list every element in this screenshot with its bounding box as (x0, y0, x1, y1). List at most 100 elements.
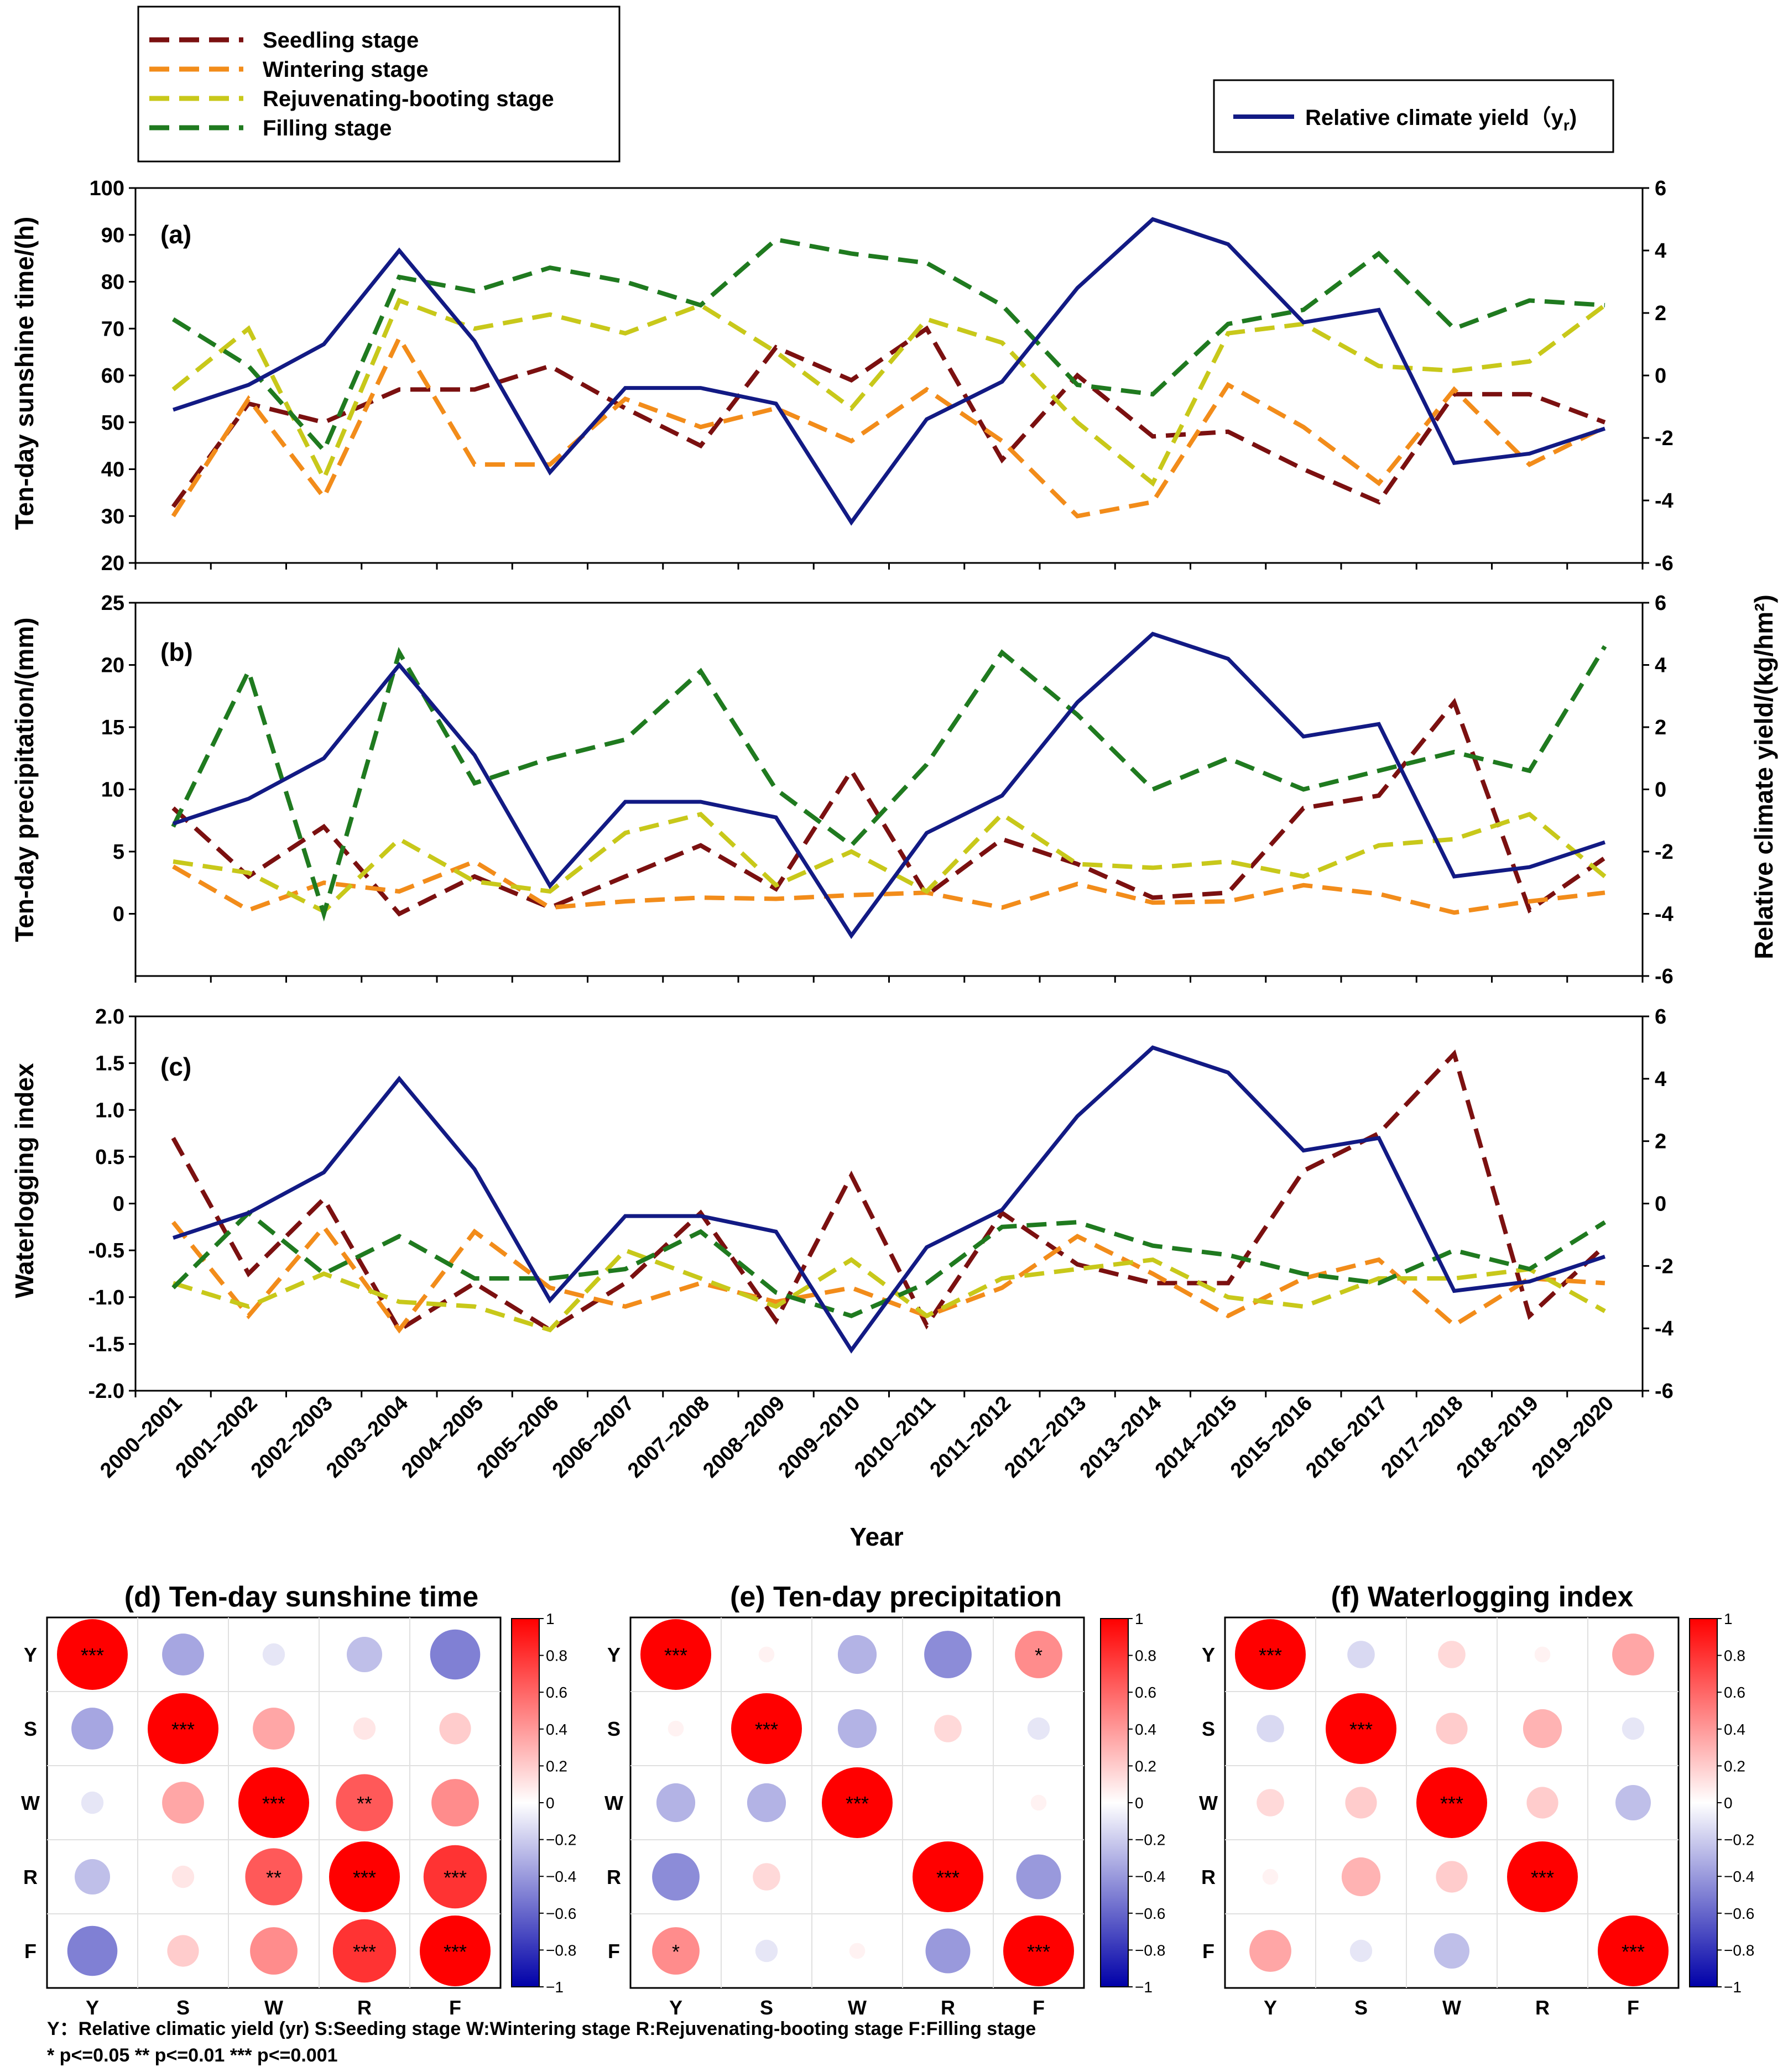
corr-row-label: R (607, 1866, 621, 1888)
corr-circle (71, 1708, 113, 1750)
corr-col-label: W (264, 1996, 283, 2019)
colorbar-tick-label: −0.8 (1724, 1941, 1754, 1959)
corr-circle (1347, 1641, 1375, 1668)
corr-significance: ** (266, 1866, 282, 1889)
corr-row-label: W (1199, 1792, 1218, 1814)
corr-circle (652, 1853, 700, 1901)
corr-col-label: Y (669, 1996, 682, 2019)
colorbar-tick-label: 0.8 (1135, 1647, 1156, 1664)
corr-circle (75, 1859, 110, 1894)
corr-circle (1436, 1713, 1468, 1745)
panel-b-precipitation: (b) Ten-day precipitation/(mm) 051015202… (10, 592, 1674, 988)
left-tick-label: -1.5 (88, 1333, 124, 1356)
corr-significance: * (672, 1940, 680, 1963)
corr-circle (57, 1619, 128, 1690)
plot-frame-c (134, 1015, 1644, 1392)
corr-significance: ** (357, 1792, 372, 1815)
left-tick-label: 50 (101, 411, 124, 435)
corr-circle (332, 1919, 397, 1983)
x-tick-label: 2013–2014 (1076, 1392, 1166, 1483)
corr-col-label: W (1442, 1996, 1461, 2019)
corr-significance: *** (1349, 1718, 1373, 1741)
corr-circle (755, 1939, 778, 1963)
left-tick-label: 90 (101, 224, 124, 247)
colorbar-tick-label: −0.6 (546, 1905, 576, 1922)
x-tick-label: 2016–2017 (1301, 1392, 1392, 1483)
right-tick-label: -6 (1655, 965, 1674, 988)
corr-circle (1016, 1854, 1061, 1899)
corr-significance: *** (664, 1644, 687, 1667)
corr-row-label: Y (1202, 1643, 1215, 1666)
colorbar-tick-label: 0.6 (1724, 1684, 1745, 1701)
right-tick-label: 6 (1655, 592, 1666, 615)
panel-a-ylabel: Ten-day sunshine time/(h) (10, 217, 39, 530)
corr-row-label: S (24, 1718, 37, 1740)
corr-panel-f: (f) Waterlogging index *** *** *** *** *** Y Y… (1199, 1581, 1754, 2019)
corr-circle (245, 1848, 303, 1906)
x-tick-label: 2018–2019 (1452, 1392, 1543, 1483)
left-tick-label: -0.5 (88, 1239, 124, 1262)
colorbar-tick-label: 0.4 (546, 1721, 567, 1738)
corr-row-label: Y (24, 1643, 37, 1666)
corr-row-label: W (604, 1792, 623, 1814)
colorbar-tick-label: −0.2 (1724, 1831, 1754, 1849)
right-tick-label: -6 (1655, 552, 1674, 575)
corr-circle (430, 1629, 481, 1680)
colorbar-tick-label: 0.8 (1724, 1647, 1745, 1664)
left-tick-label: 40 (101, 458, 124, 482)
corr-circle (347, 1637, 382, 1672)
corr-circle (913, 1841, 983, 1912)
left-tick-label: 70 (101, 317, 124, 341)
corr-col-label: Y (86, 1996, 99, 2019)
corr-circle (1257, 1789, 1284, 1817)
corr-col-label: R (1535, 1996, 1550, 2019)
colorbar-tick-label: 0 (546, 1794, 555, 1812)
left-tick-label: 5 (113, 841, 124, 864)
plot-frame-a (134, 187, 1644, 564)
right-tick-label: 0 (1655, 364, 1666, 388)
corr-col-label: F (1627, 1996, 1639, 2019)
colorbar-tick-label: 0.8 (546, 1647, 567, 1664)
stage-legend: Seedling stage Wintering stage Rejuvenat… (137, 6, 621, 163)
colorbar-tick-label: 0 (1135, 1794, 1144, 1812)
corr-circle (81, 1791, 104, 1814)
corr-circle (1534, 1646, 1551, 1663)
corr-significance: *** (1259, 1644, 1282, 1667)
corr-circle (1615, 1785, 1651, 1820)
corr-row-label: S (607, 1718, 621, 1740)
colorbar (1689, 1618, 1718, 1987)
corr-circle (753, 1863, 780, 1891)
corr-significance: *** (171, 1718, 195, 1741)
right-tick-label: -6 (1655, 1380, 1674, 1403)
left-tick-label: 2.0 (95, 1005, 124, 1029)
colorbar-tick-label: 0.4 (1135, 1721, 1156, 1738)
left-tick-label: -1.0 (88, 1286, 124, 1309)
corr-row-label: W (21, 1792, 40, 1814)
colorbar-tick-label: −0.4 (546, 1868, 576, 1885)
left-tick-label: 10 (101, 779, 124, 802)
corr-circle (238, 1767, 309, 1838)
corr-circle (1612, 1633, 1654, 1676)
left-tick-label: 0 (113, 1193, 124, 1216)
corr-significance: *** (1027, 1940, 1050, 1963)
x-tick-label: 2009–2010 (774, 1392, 865, 1483)
left-tick-label: 25 (101, 592, 124, 615)
corr-circle (439, 1713, 471, 1745)
series-seedling-b (171, 697, 1607, 917)
corr-f-title: (f) Waterlogging index (1331, 1581, 1634, 1613)
corr-circle (67, 1925, 118, 1976)
left-tick-label: 30 (101, 505, 124, 528)
corr-significance: *** (755, 1718, 778, 1741)
corr-circle (1416, 1767, 1487, 1838)
x-tick-label: 2008–2009 (698, 1392, 789, 1483)
x-tick-label: 2007–2008 (623, 1392, 714, 1483)
panel-b-ylabel: Ten-day precipitation/(mm) (10, 618, 39, 942)
corr-circle (1027, 1717, 1050, 1740)
corr-circle (849, 1943, 866, 1959)
colorbar-tick-label: 1 (1135, 1610, 1144, 1627)
colorbar-tick-label: 0.4 (1724, 1721, 1745, 1738)
legend-yield-label: Relative climate yield（yr) (1305, 106, 1577, 134)
x-tick-label: 2000–2001 (96, 1392, 186, 1483)
legend-filling-label: Filling stage (263, 116, 392, 140)
corr-significance: *** (444, 1940, 467, 1963)
